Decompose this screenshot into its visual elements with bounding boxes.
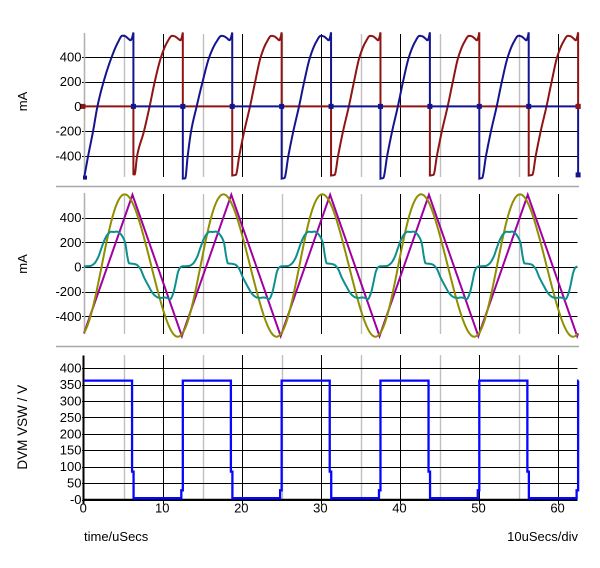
svg-text:mA: mA	[15, 254, 30, 274]
svg-text:400: 400	[60, 361, 82, 376]
svg-text:300: 300	[60, 393, 82, 408]
svg-text:100: 100	[60, 459, 82, 474]
svg-text:-200: -200	[55, 124, 81, 139]
svg-text:20: 20	[234, 501, 248, 516]
svg-text:0: 0	[80, 501, 87, 516]
svg-text:30: 30	[313, 501, 327, 516]
svg-text:10: 10	[155, 501, 169, 516]
svg-text:40: 40	[392, 501, 406, 516]
svg-text:50: 50	[471, 501, 485, 516]
svg-text:time/uSecs: time/uSecs	[84, 529, 149, 544]
svg-text:-200: -200	[55, 284, 81, 299]
svg-text:mA: mA	[15, 91, 30, 111]
svg-text:250: 250	[60, 410, 82, 425]
svg-text:50: 50	[67, 476, 81, 491]
svg-text:150: 150	[60, 443, 82, 458]
svg-text:400: 400	[60, 210, 82, 225]
svg-text:400: 400	[60, 50, 82, 65]
svg-text:10uSecs/div: 10uSecs/div	[507, 529, 578, 544]
svg-text:200: 200	[60, 235, 82, 250]
svg-text:0: 0	[74, 260, 81, 275]
svg-text:-0: -0	[70, 492, 82, 507]
svg-text:200: 200	[60, 74, 82, 89]
svg-text:0: 0	[74, 99, 81, 114]
svg-text:-400: -400	[55, 309, 81, 324]
svg-text:60: 60	[550, 501, 564, 516]
svg-text:-400: -400	[55, 148, 81, 163]
svg-text:200: 200	[60, 426, 82, 441]
svg-text:350: 350	[60, 377, 82, 392]
svg-text:DVM VSW / V: DVM VSW / V	[15, 385, 30, 470]
